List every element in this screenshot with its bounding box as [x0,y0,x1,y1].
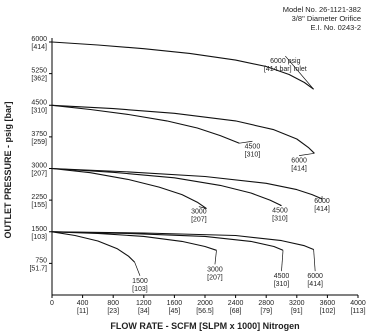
x-tick-label: 400 [77,300,89,307]
y-tick-label: 2250 [31,194,47,201]
y-tick-sublabel: [207] [31,171,47,178]
y-tick-label: 750 [35,257,47,264]
curves [51,41,323,276]
y-tick-sublabel: [51.7] [29,265,47,272]
x-tick-label: 3200 [289,300,305,307]
curve-label: 6000 [314,198,330,205]
curve-label: [414] [307,281,323,288]
curve-label: 4500 [274,273,290,280]
leader-line [285,55,314,90]
x-tick-label: 2400 [228,300,244,307]
ei-number: E.I. No. 0243-2 [310,23,361,32]
curve-line [51,231,314,251]
curve-label: 4500 [272,207,288,214]
y-tick-sublabel: [103] [31,234,47,241]
y-tick-label: 4500 [31,99,47,106]
leader-line [239,140,253,144]
curve-line [51,104,240,144]
y-tick-label: 1500 [31,226,47,233]
x-tick-sublabel: [79] [260,308,272,315]
curve-label: [310] [245,151,261,158]
y-tick-sublabel: [362] [31,76,47,83]
curve-line [51,167,207,210]
x-axis-ticks: 0 400[11] 800[23] 1200[34] 1600[45] 2000[56.5… [50,295,366,315]
x-tick-sublabel: [23] [107,308,119,315]
curve-label: 3000 [207,266,223,273]
x-axis-title: FLOW RATE - SCFM [SLPM x 1000] Nitrogen [110,321,299,331]
leader-line [313,249,316,272]
orifice-size: 3/8" Diameter Orifice [291,14,361,23]
x-tick-label: 2000 [197,300,213,307]
x-tick-label: 4000 [350,300,366,307]
x-tick-label: 1600 [167,300,183,307]
curve-label: [414 bar] Inlet [264,66,307,73]
model-number: Model No. 26-1121-382 [282,5,361,14]
curve-label: [310] [274,281,290,288]
y-tick-label: 3000 [31,163,47,170]
y-axis-title: OUTLET PRESSURE - psig [bar] [3,101,13,238]
curve-label: 6000 [307,273,323,280]
curve-line [51,231,284,251]
curve-line [51,167,282,207]
x-tick-label: 1200 [136,300,152,307]
y-tick-sublabel: [414] [31,44,47,51]
leader-line [134,261,141,276]
model-info: Model No. 26-1121-382 3/8" Diameter Orif… [201,5,361,32]
leader-line [299,152,315,156]
y-axis-ticks: 6000[414] 5250[362] 4500[310] 3750[259] 3000… [29,36,52,272]
leader-line [198,206,207,209]
curve-label: 4500 [245,143,261,150]
x-tick-sublabel: [11] [77,308,88,315]
curve-label: [310] [272,215,288,222]
x-tick-sublabel: [56.5] [196,308,214,315]
x-tick-label: 2800 [258,300,274,307]
leader-line [281,250,284,272]
x-tick-sublabel: [102] [320,308,336,315]
x-tick-sublabel: [45] [169,308,181,315]
curve-line [51,167,323,200]
axes [51,38,358,296]
curve-line [51,231,135,263]
curve-label: [103] [132,286,148,293]
x-tick-label: 3600 [320,300,336,307]
y-tick-label: 3750 [31,131,47,138]
x-tick-label: 0 [50,300,54,307]
curve-line [51,41,314,90]
curve-label: 6000 [291,158,307,165]
x-tick-sublabel: [113] [350,308,365,315]
curve-label: 6000 psig [270,58,300,65]
x-tick-sublabel: [68] [230,308,242,315]
curve-label: 1500 [132,278,148,285]
x-tick-sublabel: [34] [138,308,150,315]
curve-label: [414] [291,166,307,173]
y-tick-label: 6000 [31,36,47,43]
curve-label: [207] [207,274,223,281]
x-tick-label: 800 [107,300,119,307]
y-tick-sublabel: [155] [31,202,47,209]
curve-label: [207] [191,217,207,224]
x-tick-sublabel: [91] [291,308,303,315]
y-tick-label: 5250 [31,68,47,75]
y-tick-sublabel: [310] [31,107,47,114]
leader-line [214,250,217,265]
y-tick-sublabel: [259] [31,139,47,146]
curve-label: [414] [314,206,330,213]
curve-labels: 6000 psig[414 bar] Inlet4500[310]6000[41… [132,58,330,293]
curve-line [51,104,315,154]
curve-label: 3000 [191,209,207,216]
